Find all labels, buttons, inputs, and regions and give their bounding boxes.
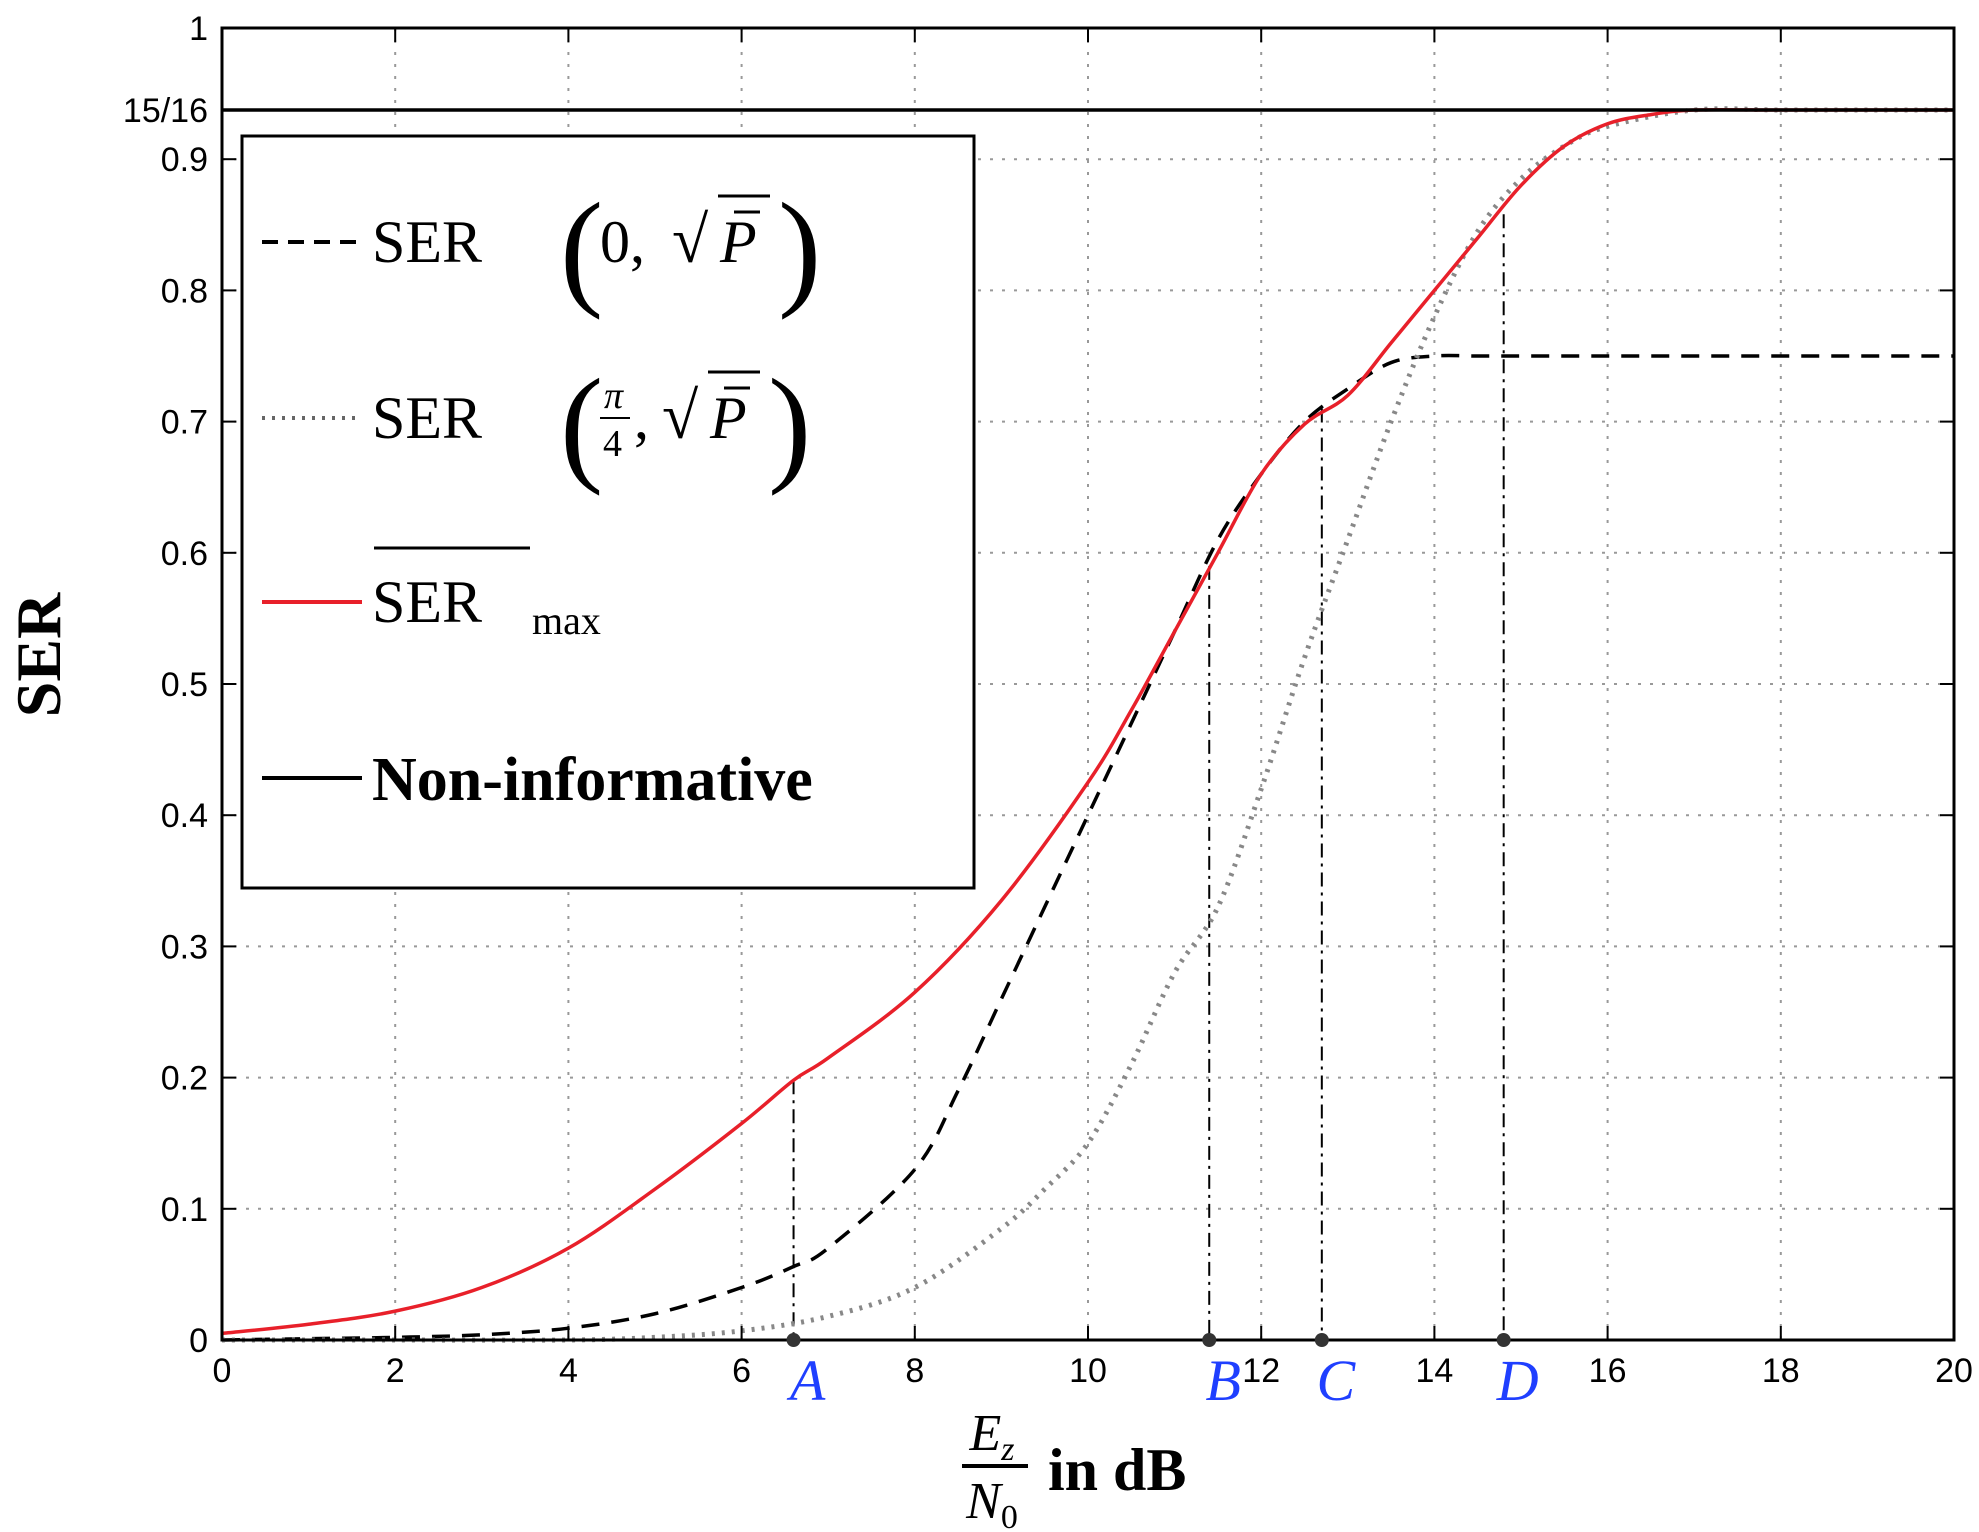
x-tick-label: 16 xyxy=(1589,1352,1627,1390)
x-tick-label: 12 xyxy=(1242,1352,1280,1390)
y-tick-label-15-16: 15/16 xyxy=(123,92,208,130)
marker-reference-lines xyxy=(792,214,1505,1340)
svg-text:√: √ xyxy=(662,380,699,453)
x-tick-label: 6 xyxy=(732,1352,751,1390)
x-tick-label: 2 xyxy=(386,1352,405,1390)
y-tick-label: 0.8 xyxy=(161,272,208,310)
paren-close: ) xyxy=(778,177,821,321)
marker-dot-b xyxy=(1202,1333,1217,1347)
y-axis-label: SER xyxy=(3,592,74,717)
x-tick-label: 10 xyxy=(1069,1352,1107,1390)
marker-label-b: B xyxy=(1206,1348,1241,1413)
x-axis-label: Ez N0 in dB xyxy=(962,1405,1186,1532)
svg-text:P: P xyxy=(719,209,757,275)
series-ser-max-red xyxy=(221,107,1954,1336)
marker-dot-d xyxy=(1496,1333,1511,1347)
y-tick-label: 1 xyxy=(189,10,208,48)
x-label-denominator-sub: 0 xyxy=(1001,1499,1018,1532)
x-tick-label: 0 xyxy=(213,1352,232,1390)
paren-open: ( xyxy=(560,177,603,321)
x-tick-label: 18 xyxy=(1762,1352,1800,1390)
svg-text:,: , xyxy=(634,385,649,451)
x-label-numerator-sub: z xyxy=(1000,1431,1014,1468)
x-tick-label: 14 xyxy=(1415,1352,1453,1390)
svg-text:π: π xyxy=(604,375,624,417)
y-tick-label: 0.5 xyxy=(161,666,208,704)
svg-text:√: √ xyxy=(672,204,709,277)
series-lines xyxy=(221,106,1954,1343)
x-label-denominator: N xyxy=(965,1473,1004,1530)
svg-text:SER: SER xyxy=(372,209,482,275)
marker-dot-c xyxy=(1314,1333,1329,1347)
marker-dot-a xyxy=(786,1333,801,1347)
y-tick-label: 0 xyxy=(189,1322,208,1360)
legend-label-ser-0: SER ( 0, √ P ) xyxy=(372,177,821,321)
x-tick-label: 4 xyxy=(559,1352,578,1390)
legend: SER ( 0, √ P ) SER ( π 4 , √ P ) xyxy=(240,134,976,890)
y-tick-label: 0.3 xyxy=(161,928,208,966)
marker-label-d: D xyxy=(1496,1348,1539,1413)
svg-text:N0: N0 xyxy=(965,1473,1018,1532)
y-tick-label: 0.6 xyxy=(161,535,208,573)
markers: A B C D xyxy=(786,1333,1539,1413)
y-tick-label: 0.1 xyxy=(161,1191,208,1229)
marker-label-c: C xyxy=(1316,1348,1356,1413)
legend-box xyxy=(240,134,976,890)
svg-text:max: max xyxy=(532,598,601,643)
svg-text:P: P xyxy=(709,385,747,451)
x-label-numerator: E xyxy=(969,1405,1002,1462)
svg-text:): ) xyxy=(768,353,811,497)
x-axis-ticks: 0 2 4 6 8 10 12 14 16 18 20 xyxy=(213,28,1973,1390)
svg-text:0,: 0, xyxy=(600,209,645,275)
x-label-suffix: in dB xyxy=(1048,1437,1186,1503)
series-ser-0-dashed xyxy=(221,353,1954,1342)
svg-text:(: ( xyxy=(560,353,603,497)
legend-label-noninformative: Non-informative xyxy=(372,746,813,814)
legend-label-ser-max: SER max xyxy=(372,546,601,643)
legend-label-ser-pi4: SER ( π 4 , √ P ) xyxy=(372,353,811,497)
y-tick-label: 0.9 xyxy=(161,141,208,179)
y-tick-label: 0.4 xyxy=(161,797,208,835)
svg-text:Ez: Ez xyxy=(969,1405,1015,1468)
svg-text:SER: SER xyxy=(372,385,482,451)
y-axis-ticks: 0 0.1 0.2 0.3 0.4 0.5 0.6 0.7 0.8 0.9 1 15/16 xyxy=(123,10,1954,1360)
y-tick-label: 0.7 xyxy=(161,404,208,442)
marker-label-a: A xyxy=(786,1348,826,1413)
x-tick-label: 20 xyxy=(1935,1352,1973,1390)
x-tick-label: 8 xyxy=(905,1352,924,1390)
y-tick-label: 0.2 xyxy=(161,1060,208,1098)
svg-text:SER: SER xyxy=(372,569,482,635)
svg-text:4: 4 xyxy=(603,423,622,465)
